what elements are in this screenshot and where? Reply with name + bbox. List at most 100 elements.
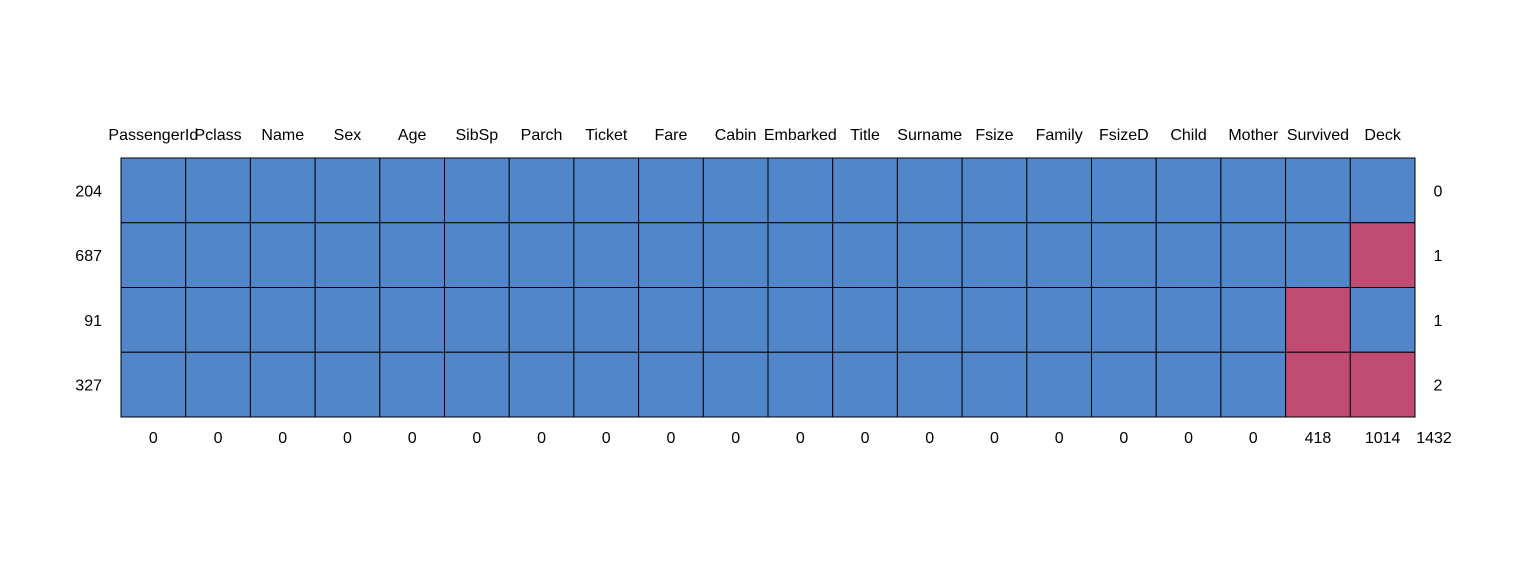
observed-cell: [573, 222, 640, 288]
column-label: Parch: [521, 127, 563, 144]
observed-cell: [508, 222, 575, 288]
observed-cell: [1026, 351, 1093, 418]
column-label: SibSp: [455, 127, 498, 144]
observed-cell: [1220, 287, 1287, 353]
observed-cell: [896, 351, 963, 418]
observed-cell: [314, 222, 381, 288]
missing-cell: [1285, 351, 1351, 418]
observed-cell: [1285, 157, 1351, 224]
column-label: Sex: [334, 127, 362, 144]
column-missing-total: 418: [1305, 430, 1332, 447]
observed-cell: [1091, 157, 1157, 224]
row-missing-totals: 0 1 1 2: [1434, 183, 1443, 394]
observed-cell: [573, 351, 640, 418]
observed-cell: [961, 157, 1028, 224]
column-missing-total: 0: [925, 430, 934, 447]
observed-cell: [444, 351, 510, 418]
observed-cell: [120, 287, 187, 353]
observed-cell: [379, 157, 445, 224]
observed-cell: [379, 222, 445, 288]
column-label: Cabin: [715, 127, 757, 144]
observed-cell: [508, 157, 575, 224]
observed-cell: [249, 222, 316, 288]
observed-cell: [120, 157, 187, 224]
observed-cell: [1285, 222, 1351, 288]
observed-cell: [314, 157, 381, 224]
observed-cell: [961, 287, 1028, 353]
observed-cell: [702, 351, 769, 418]
missing-cell: [1285, 287, 1351, 353]
observed-cell: [1220, 157, 1287, 224]
observed-cell: [832, 222, 898, 288]
row-count-label: 91: [84, 313, 102, 330]
column-label: Fare: [654, 127, 687, 144]
missing-cell: [1349, 351, 1416, 418]
observed-cell: [896, 222, 963, 288]
column-missing-total: 0: [149, 430, 158, 447]
column-label: Surname: [897, 127, 962, 144]
observed-cell: [1091, 287, 1157, 353]
observed-cell: [1155, 157, 1222, 224]
column-missing-total: 0: [666, 430, 675, 447]
observed-cell: [961, 351, 1028, 418]
observed-cell: [1155, 351, 1222, 418]
observed-cell: [185, 222, 251, 288]
observed-cell: [767, 222, 834, 288]
column-label: Ticket: [585, 127, 628, 144]
column-missing-total: 1014: [1365, 430, 1401, 447]
observed-cell: [702, 287, 769, 353]
row-count-label: 327: [75, 378, 102, 395]
row-missing-total: 2: [1434, 378, 1443, 395]
observed-cell: [638, 157, 704, 224]
pattern-grid: [120, 157, 1416, 418]
column-missing-total: 0: [408, 430, 417, 447]
column-missing-totals: 0 0 0 0 0 0 0 0 0 0 0 0 0 0 0 0 0 0 418 1014: [149, 430, 1401, 447]
observed-cell: [832, 287, 898, 353]
column-missing-total: 0: [990, 430, 999, 447]
column-missing-total: 0: [1119, 430, 1128, 447]
row-missing-total: 1: [1434, 313, 1443, 330]
observed-cell: [832, 157, 898, 224]
observed-cell: [1220, 222, 1287, 288]
observed-cell: [767, 287, 834, 353]
observed-cell: [896, 287, 963, 353]
row-count-label: 204: [75, 183, 102, 200]
column-missing-total: 0: [731, 430, 740, 447]
observed-cell: [508, 287, 575, 353]
observed-cell: [444, 222, 510, 288]
observed-cell: [1220, 351, 1287, 418]
observed-cell: [1026, 157, 1093, 224]
column-label: Age: [398, 127, 427, 144]
observed-cell: [185, 287, 251, 353]
column-label: Family: [1036, 127, 1083, 144]
observed-cell: [314, 351, 381, 418]
column-missing-total: 0: [537, 430, 546, 447]
observed-cell: [702, 157, 769, 224]
column-missing-total: 0: [472, 430, 481, 447]
column-label: Name: [261, 127, 304, 144]
column-missing-total: 0: [214, 430, 223, 447]
row-missing-total: 1: [1434, 248, 1443, 265]
observed-cell: [249, 287, 316, 353]
observed-cell: [444, 157, 510, 224]
column-label: Embarked: [764, 127, 837, 144]
observed-cell: [638, 222, 704, 288]
observed-cell: [444, 287, 510, 353]
observed-cell: [638, 287, 704, 353]
observed-cell: [767, 351, 834, 418]
observed-cell: [120, 222, 187, 288]
column-missing-total: 0: [796, 430, 805, 447]
observed-cell: [1155, 222, 1222, 288]
observed-cell: [1349, 157, 1416, 224]
column-label: Fsize: [975, 127, 1013, 144]
observed-cell: [1026, 287, 1093, 353]
observed-cell: [185, 157, 251, 224]
observed-cell: [249, 157, 316, 224]
column-missing-total: 0: [343, 430, 352, 447]
observed-cell: [573, 287, 640, 353]
row-missing-total: 0: [1434, 183, 1443, 200]
column-label: Deck: [1364, 127, 1401, 144]
column-label: Child: [1170, 127, 1206, 144]
observed-cell: [379, 351, 445, 418]
